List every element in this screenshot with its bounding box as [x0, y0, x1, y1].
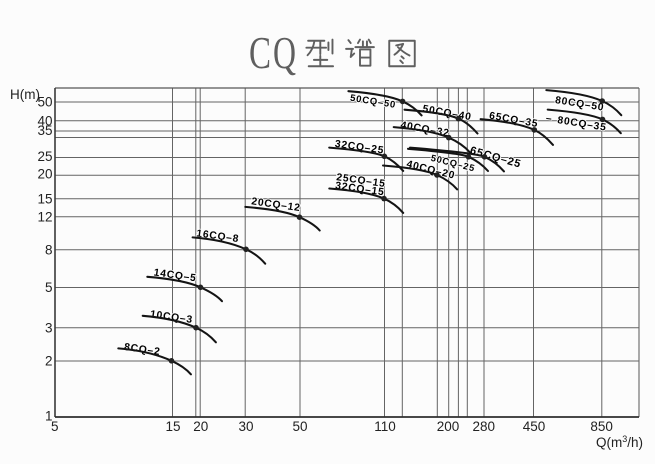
svg-text:30: 30	[238, 419, 253, 434]
svg-text:280: 280	[473, 419, 496, 434]
svg-text:850: 850	[590, 419, 613, 434]
svg-text:50: 50	[37, 95, 52, 110]
svg-text:15: 15	[37, 192, 52, 207]
svg-text:40: 40	[37, 114, 52, 129]
svg-text:5: 5	[51, 419, 59, 434]
svg-text:15: 15	[165, 419, 180, 434]
svg-text:12: 12	[37, 210, 52, 225]
svg-text:H(m): H(m)	[10, 87, 40, 102]
svg-text:2: 2	[45, 354, 53, 369]
svg-text:5: 5	[45, 280, 53, 295]
svg-text:110: 110	[374, 419, 396, 434]
svg-text:35: 35	[37, 123, 52, 138]
svg-text:1: 1	[45, 409, 53, 424]
svg-text:3: 3	[45, 321, 53, 336]
svg-text:8: 8	[45, 242, 53, 257]
svg-text:–: –	[545, 113, 553, 125]
svg-text:25: 25	[37, 149, 52, 164]
svg-text:20: 20	[193, 419, 208, 434]
svg-text:450: 450	[523, 419, 546, 434]
svg-text:50: 50	[292, 419, 307, 434]
svg-text:C: C	[249, 27, 271, 78]
svg-text:20: 20	[37, 167, 52, 182]
svg-text:Q: Q	[273, 27, 296, 78]
svg-text:Q(m3/h): Q(m3/h)	[596, 434, 643, 450]
svg-text:200: 200	[437, 419, 460, 434]
